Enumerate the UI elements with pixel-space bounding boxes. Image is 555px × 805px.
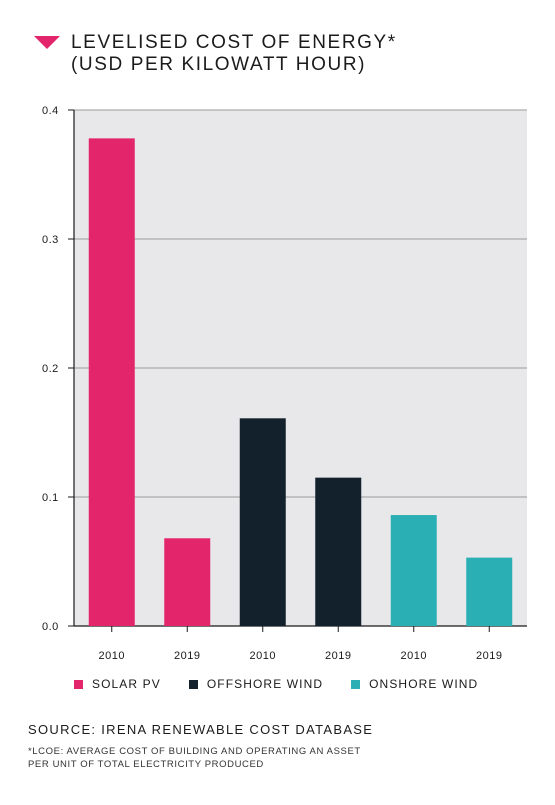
triangle-down-icon: [34, 36, 60, 49]
legend-label: ONSHORE WIND: [369, 677, 479, 691]
legend: SOLAR PV OFFSHORE WIND ONSHORE WIND: [74, 677, 506, 691]
footnote-line-1: *LCOE: AVERAGE COST OF BUILDING AND OPER…: [28, 746, 361, 757]
title-line-2: (USD PER KILOWATT HOUR): [71, 54, 367, 75]
bar: [466, 557, 513, 626]
legend-label: OFFSHORE WIND: [206, 677, 324, 691]
y-tick-label: 0.2: [42, 363, 59, 375]
legend-item-onshore: ONSHORE WIND: [351, 677, 478, 691]
x-tick-label: 2010: [99, 650, 125, 662]
legend-item-offshore: OFFSHORE WIND: [188, 677, 324, 691]
y-tick-label: 0.3: [42, 234, 59, 246]
bar: [88, 138, 135, 626]
bar: [390, 515, 437, 626]
footnote: *LCOE: AVERAGE COST OF BUILDING AND OPER…: [28, 745, 361, 771]
legend-swatch: [351, 679, 361, 689]
x-tick-label: 2019: [174, 650, 200, 662]
legend-swatch: [188, 679, 198, 689]
y-tick-label: 0.4: [42, 105, 59, 117]
y-tick-label: 0.0: [42, 621, 59, 633]
legend-swatch: [74, 679, 83, 689]
source-note: SOURCE: IRENA RENEWABLE COST DATABASE: [28, 722, 374, 737]
legend-item-solar: SOLAR PV: [74, 677, 161, 691]
bar: [315, 477, 362, 626]
y-tick-label: 0.1: [42, 492, 59, 504]
footnote-line-2: PER UNIT OF TOTAL ELECTRICITY PRODUCED: [28, 759, 264, 770]
title-line-1: LEVELISED COST OF ENERGY*: [71, 32, 397, 53]
x-tick-label: 2010: [401, 650, 427, 662]
x-tick-label: 2019: [325, 650, 351, 662]
bar-chart: 0.0 0.1 0.2 0.3 0.4 2010 2019 2010 2019 2010 2019: [42, 105, 527, 662]
bar: [239, 418, 286, 626]
legend-label: SOLAR PV: [92, 677, 161, 691]
x-tick-label: 2010: [250, 650, 276, 662]
x-tick-label: 2019: [476, 650, 502, 662]
bar: [164, 538, 211, 626]
